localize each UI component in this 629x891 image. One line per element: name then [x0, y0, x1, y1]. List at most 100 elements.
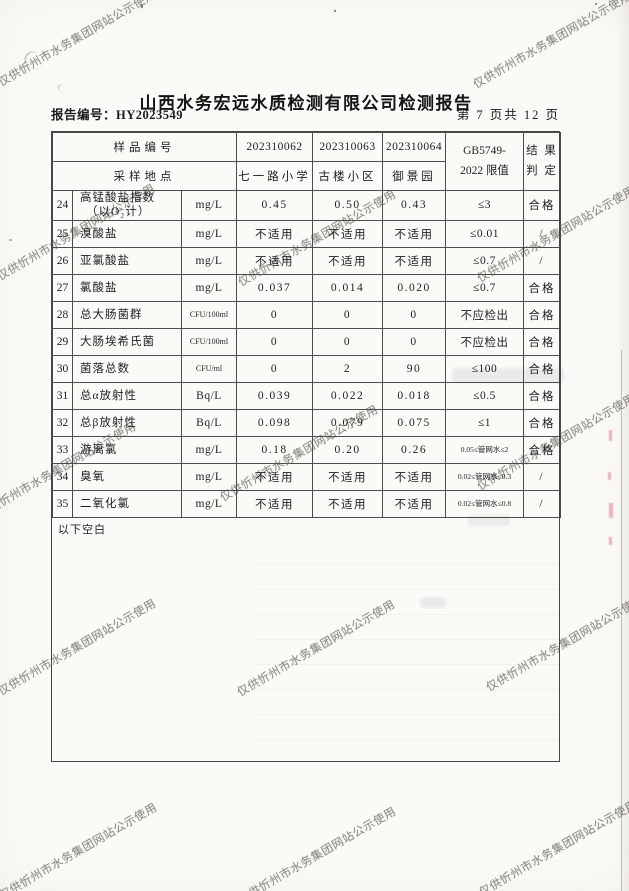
limit-cell: ≤100 — [445, 354, 524, 383]
result-header-line1: 结 果 — [526, 145, 558, 157]
bleed-through-line — [252, 664, 558, 665]
result-cell: 合格 — [523, 435, 561, 464]
bleed-through-line — [252, 563, 558, 564]
watermark-text: 仅供忻州市水务集团网站公示使用 — [477, 798, 629, 891]
bleed-through-ghost — [468, 515, 510, 526]
bleed-through-line — [252, 714, 558, 715]
parameter-name: 亚氯酸盐 — [72, 246, 182, 275]
value-cell: 0.039 — [236, 381, 313, 410]
unit-cell: mg/L — [181, 435, 237, 464]
parameter-name: 游离氯 — [72, 435, 182, 464]
value-cell: 0.45 — [236, 190, 313, 221]
value-cell: 不适用 — [236, 462, 313, 491]
location-cell: 七一路小学 — [236, 161, 313, 191]
table-row: 26 亚氯酸盐 mg/L 不适用 不适用 不适用 ≤0.7/ — [52, 246, 561, 275]
row-number: 35 — [52, 489, 73, 518]
value-cell: 不适用 — [312, 489, 383, 518]
scan-speck — [9, 239, 12, 241]
value-cell: 90 — [382, 354, 446, 383]
result-cell: 合格 — [523, 300, 561, 329]
row-number: 27 — [52, 273, 73, 302]
value-cell: 不适用 — [382, 462, 446, 491]
parameter-name: 总β放射性 — [72, 408, 182, 437]
table-row: 34 臭氧 mg/L 不适用 不适用 不适用 0.02≤管网水≤0.3/ — [52, 462, 561, 491]
unit-cell: mg/L — [181, 273, 237, 302]
unit-cell: CFU/100ml — [181, 327, 237, 356]
limit-cell: 不应检出 — [445, 300, 524, 329]
scan-speck — [141, 5, 143, 8]
parameter-name: 氯酸盐 — [72, 273, 182, 302]
table-row: 33 游离氯 mg/L 0.18 0.20 0.26 0.05≤管网水≤2 合格 — [52, 435, 561, 464]
row-number: 25 — [52, 219, 73, 248]
watermark-text: 仅供忻州市水务集团网站公示使用 — [0, 0, 159, 90]
value-cell: 0.18 — [236, 435, 313, 464]
unit-cell: mg/L — [181, 219, 237, 248]
limit-cell: ≤1 — [445, 408, 524, 437]
limit-cell: ≤3 — [445, 190, 524, 221]
result-cell: / — [523, 489, 561, 518]
limit-cell: 0.02≤管网水≤0.8 — [445, 489, 524, 518]
unit-cell: CFU/ml — [181, 354, 237, 383]
value-cell: 0.43 — [382, 190, 446, 221]
value-cell: 0 — [312, 327, 383, 356]
value-cell: 0.20 — [312, 435, 383, 464]
limit-cell: 不应检出 — [445, 327, 524, 356]
table-row: 28 总大肠菌群 CFU/100ml 0 0 0 不应检出 合格 — [52, 300, 561, 329]
table-row: 35 二氧化氯 mg/L 不适用 不适用 不适用 0.02≤管网水≤0.8/ — [52, 489, 561, 518]
red-ink-bleed — [608, 472, 611, 480]
table-header-row-sample-id: 样品编号 202310062 202310063 202310064 GB574… — [52, 132, 561, 191]
value-cell: 0 — [382, 300, 446, 329]
parameter-name-line1: 高锰酸盐指数 — [80, 192, 155, 204]
limit-cell: ≤0.01 — [445, 219, 524, 248]
value-cell: 0.014 — [312, 273, 383, 302]
sample-id-cell: 202310062 — [236, 132, 313, 162]
sampling-location-label: 采样地点 — [52, 161, 237, 191]
value-cell: 0 — [236, 354, 313, 383]
limit-cell: 0.02≤管网水≤0.3 — [445, 462, 524, 491]
result-header: 结 果 判 定 — [523, 132, 561, 191]
value-cell: 0.50 — [312, 190, 383, 221]
table-header-row-location: 采样地点 七一路小学 古楼小区 御景园 — [52, 161, 561, 191]
table-row: 27 氯酸盐 mg/L 0.037 0.014 0.020 ≤0.7 合格 — [52, 273, 561, 302]
value-cell: 0.018 — [382, 381, 446, 410]
results-table: 样品编号 202310062 202310063 202310064 GB574… — [51, 131, 561, 762]
red-ink-bleed — [609, 430, 612, 441]
unit-cell: mg/L — [181, 462, 237, 491]
parameter-name: 大肠埃希氏菌 — [72, 327, 182, 356]
result-header-line2: 判 定 — [526, 164, 558, 177]
unit-cell: Bq/L — [181, 381, 237, 410]
watermark-text: 仅供忻州市水务集团网站公示使用 — [471, 0, 629, 92]
result-cell: / — [523, 219, 561, 248]
result-cell: 合格 — [523, 354, 561, 383]
row-number: 32 — [52, 408, 73, 437]
unit-cell: Bq/L — [181, 408, 237, 437]
row-number: 30 — [52, 354, 73, 383]
parameter-name-line2: （以O₂计） — [86, 206, 151, 219]
sample-id-cell: 202310063 — [312, 132, 383, 162]
report-title: 山西水务宏远水质检测有限公司检测报告 — [139, 94, 473, 114]
table-row: 29 大肠埃希氏菌 CFU/100ml 0 0 0 不应检出 合格 — [52, 327, 561, 356]
red-ink-bleed — [609, 503, 613, 518]
unit-cell: mg/L — [181, 489, 237, 518]
unit-cell: CFU/100ml — [181, 300, 237, 329]
location-cell: 御景园 — [382, 161, 446, 191]
row-number: 24 — [52, 190, 73, 221]
parameter-name: 菌落总数 — [72, 354, 182, 383]
parameter-name: 二氧化氯 — [72, 489, 182, 518]
result-cell: 合格 — [523, 190, 561, 221]
result-cell: 合格 — [523, 408, 561, 437]
report-number: 报告编号：HY2023549 — [51, 108, 184, 122]
scan-speck — [334, 10, 336, 12]
blank-below-note: 以下空白 — [58, 523, 106, 536]
value-cell: 2 — [312, 354, 383, 383]
row-number: 29 — [52, 327, 73, 356]
value-cell: 不适用 — [382, 489, 446, 518]
page-indicator: 第 7 页共 12 页 — [456, 108, 560, 122]
bleed-through-line — [252, 739, 558, 740]
limit-cell: ≤0.5 — [445, 381, 524, 410]
watermark-text: 仅供忻州市水务集团网站公示使用 — [0, 801, 160, 891]
sample-id-label: 样品编号 — [52, 132, 237, 162]
result-cell: / — [523, 246, 561, 275]
parameter-name: 溴酸盐 — [72, 219, 182, 248]
value-cell: 0.098 — [236, 408, 313, 437]
